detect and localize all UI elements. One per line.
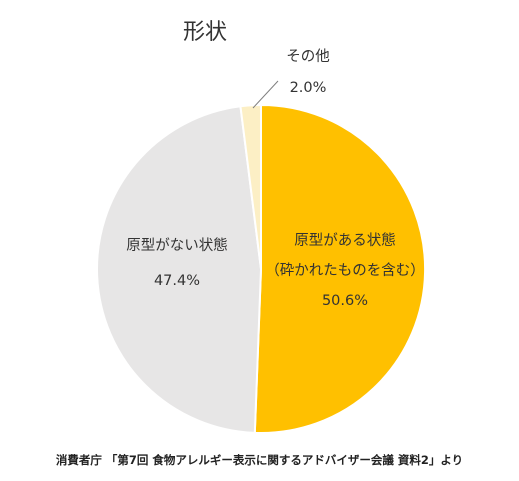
pie-slice-1 bbox=[96, 105, 263, 434]
pie-slices bbox=[96, 103, 427, 434]
pie-slice-0 bbox=[253, 103, 427, 434]
slice-value-1: 47.4% bbox=[154, 273, 200, 289]
slice-label-line1-2: その他 bbox=[286, 48, 330, 65]
leader-line-other bbox=[252, 80, 279, 109]
slice-label-line2-0: （砕かれたものを含む） bbox=[265, 262, 425, 279]
chart-title: 形状 bbox=[183, 20, 227, 45]
pie-slice-2 bbox=[239, 103, 262, 270]
source-note: 消費者庁 「第7回 食物アレルギー表示に関するアドバイザー会議 資料2」より bbox=[55, 453, 464, 467]
slice-label-line1-0: 原型がある状態 bbox=[294, 232, 396, 249]
slice-label-line1-1: 原型がない状態 bbox=[126, 237, 228, 254]
slice-value-0: 50.6% bbox=[322, 293, 368, 309]
slice-value-2: 2.0% bbox=[290, 80, 327, 96]
